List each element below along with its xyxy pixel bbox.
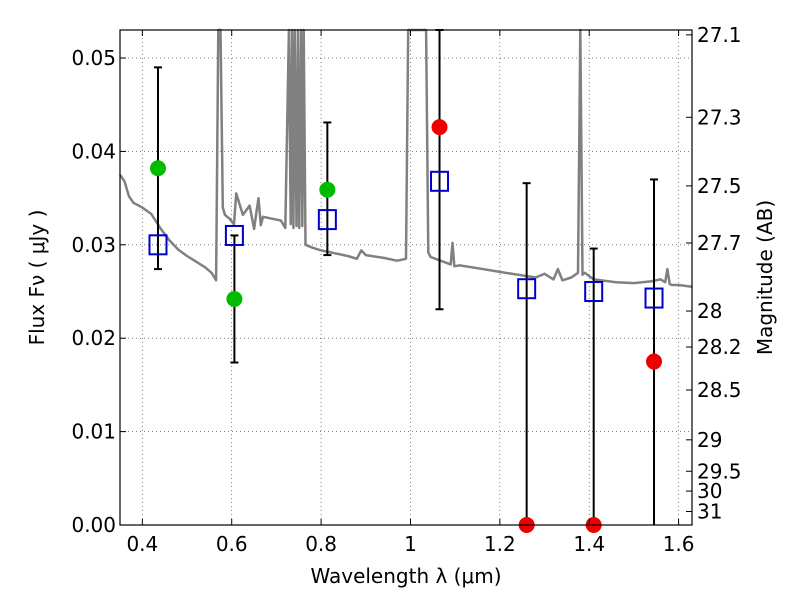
model-flux-square [644, 287, 664, 309]
model-spectrum [118, 28, 693, 289]
error-bars [153, 29, 659, 525]
y2-tick-label: 29 [697, 428, 722, 452]
y-tick-label: 0.04 [71, 139, 116, 163]
model-flux-square [317, 209, 337, 231]
observed-flux-point [646, 353, 663, 370]
y2-tick-label: 27.1 [697, 23, 742, 47]
y2-tick-label: 28.5 [697, 378, 742, 402]
y2-tick-label: 27.5 [697, 174, 742, 198]
observed-flux-point [431, 119, 448, 136]
y2-tick-label: 28.2 [697, 335, 742, 359]
observed-flux-point [319, 181, 336, 198]
y2-tick-label: 28 [697, 299, 722, 323]
model-flux-square [584, 281, 604, 303]
y2-tick-label: 30 [697, 479, 722, 503]
axis-ticks: 0.4 0.6 0.8 1 1.2 1.4 1.6 0.00 0.01 0.02 0.03 0.04 0… [71, 23, 741, 556]
x-tick-label: 1.4 [573, 532, 605, 556]
observed-flux-point [149, 160, 166, 177]
model-flux-square [430, 170, 450, 192]
model-flux-square [517, 278, 537, 300]
y2-tick-label: 31 [697, 500, 722, 524]
y2-tick-label: 27.7 [697, 231, 742, 255]
x-axis-label: Wavelength λ (μm) [310, 564, 501, 588]
y-tick-label: 0.01 [71, 420, 116, 444]
plot-frame [119, 29, 693, 526]
x-tick-label: 1.2 [484, 532, 516, 556]
y-tick-label: 0.05 [71, 46, 116, 70]
grid [120, 30, 692, 526]
x-tick-label: 0.6 [216, 532, 248, 556]
observed-flux-point [226, 290, 243, 307]
y2-tick-label: 27.3 [697, 105, 742, 129]
y-tick-label: 0.00 [71, 513, 116, 537]
x-tick-label: 0.8 [305, 532, 337, 556]
model-spectrum-line [118, 28, 693, 289]
model-flux-square [148, 234, 168, 256]
y2-tick-label: 29.5 [697, 459, 742, 483]
model-flux-square [224, 224, 244, 246]
x-tick-label: 1.6 [663, 532, 695, 556]
y-axis-label: Flux Fν ( μJy ) [25, 210, 49, 346]
y2-axis-label: Magnitude (AB) [753, 200, 777, 355]
y-tick-label: 0.03 [71, 233, 116, 257]
y-tick-label: 0.02 [71, 326, 116, 350]
x-tick-label: 1 [404, 532, 417, 556]
x-tick-label: 0.4 [126, 532, 158, 556]
